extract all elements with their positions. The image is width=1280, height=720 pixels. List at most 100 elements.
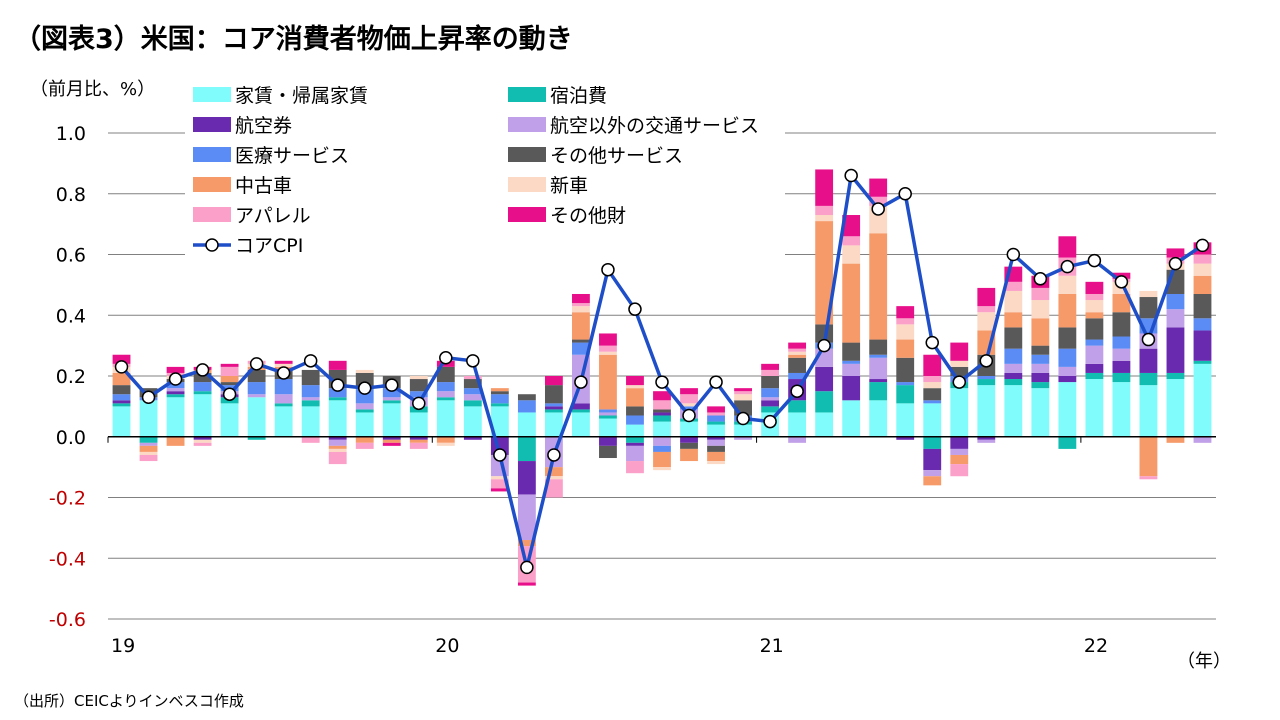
- bar-segment: [328, 451, 347, 465]
- bar-segment: [680, 436, 698, 443]
- bar-segment: [1193, 318, 1212, 331]
- bar-segment: [599, 415, 617, 419]
- bar-segment: [842, 400, 861, 437]
- bar-segment: [977, 379, 996, 386]
- bar-segment: [788, 351, 807, 355]
- bar-segment: [977, 385, 996, 437]
- core-cpi-line: [114, 168, 1210, 575]
- core-cpi-point: [357, 381, 372, 395]
- bar-segment: [572, 342, 590, 355]
- bar-segment: [707, 439, 725, 446]
- bar-segment: [301, 436, 320, 443]
- core-cpi-point: [574, 375, 588, 389]
- bar-segment: [626, 385, 644, 389]
- bar-segment: [382, 403, 401, 437]
- core-cpi-point: [385, 378, 399, 392]
- legend-background: [185, 80, 785, 262]
- bar-segment: [626, 442, 644, 446]
- bar-segment: [734, 424, 752, 437]
- bar-segment: [815, 391, 834, 413]
- bar-segment: [1112, 293, 1131, 313]
- y-tick-label: -0.2: [49, 488, 86, 510]
- bar-segment: [139, 445, 158, 452]
- bar-segment: [1004, 290, 1023, 313]
- bar-segment: [1193, 254, 1212, 264]
- bar-segment: [328, 448, 347, 452]
- bar-segment: [544, 376, 563, 386]
- bar-segment: [707, 436, 725, 440]
- y-tick-label: -0.6: [49, 609, 86, 631]
- bar-segment: [544, 406, 563, 410]
- bar-segment: [1166, 379, 1185, 437]
- bar-segment: [112, 400, 131, 404]
- bar-segment: [409, 412, 428, 437]
- legend-label: アパレル: [235, 205, 311, 227]
- bar-segment: [599, 436, 617, 446]
- bar-segment: [139, 400, 158, 437]
- bar-segment: [761, 369, 780, 376]
- bar-segment: [355, 409, 374, 413]
- bar-segment: [977, 439, 996, 443]
- bar-segment: [680, 388, 698, 395]
- bar-segment: [220, 403, 239, 437]
- bar-segment: [1193, 360, 1212, 364]
- legend-label: コアCPI: [235, 235, 303, 257]
- bar-segment: [788, 436, 807, 443]
- bar-segment: [1112, 312, 1131, 337]
- core-cpi-point: [682, 408, 696, 423]
- bar-segment: [463, 388, 482, 395]
- bar-segment: [490, 394, 509, 404]
- bar-segment: [1058, 436, 1077, 449]
- bar-segment: [490, 488, 509, 492]
- core-cpi-point: [763, 414, 777, 429]
- bar-segment: [193, 442, 212, 446]
- core-cpi-point: [1195, 238, 1210, 253]
- bar-segment: [1139, 476, 1158, 480]
- bar-segment: [761, 400, 780, 407]
- bar-segment: [599, 351, 617, 355]
- bar-segment: [193, 436, 212, 440]
- bar-segment: [680, 442, 698, 449]
- legend-label: 医療サービス: [235, 145, 349, 167]
- core-cpi-point: [330, 378, 345, 392]
- bar-segment: [247, 436, 266, 440]
- legend-label: その他サービス: [550, 145, 683, 167]
- bar-segment: [653, 436, 671, 446]
- bar-segment: [1139, 297, 1158, 319]
- bar-segment: [1058, 366, 1077, 376]
- bar-segment: [572, 403, 590, 410]
- legend-label: 航空券: [235, 115, 292, 137]
- bar-segment: [869, 354, 888, 358]
- bar-segment: [896, 324, 915, 340]
- bar-segment: [436, 442, 455, 446]
- bar-segment: [409, 376, 428, 380]
- bar-segment: [626, 376, 644, 386]
- bar-segment: [815, 205, 834, 216]
- core-cpi-point: [547, 448, 561, 462]
- bar-segment: [842, 363, 861, 376]
- bar-segment: [355, 403, 374, 410]
- bar-segment: [815, 412, 834, 437]
- bar-segment: [1085, 345, 1104, 364]
- bar-segment: [517, 540, 536, 547]
- bar-segment: [599, 333, 617, 346]
- bar-segment: [328, 360, 347, 370]
- bar-segment: [896, 339, 915, 358]
- core-cpi-point: [709, 375, 723, 389]
- bar-segment: [572, 409, 590, 413]
- bar-segment: [788, 357, 807, 373]
- bar-segment: [436, 400, 455, 437]
- bar-segment: [815, 366, 834, 392]
- core-cpi-point: [168, 372, 183, 386]
- bar-segment: [328, 397, 347, 401]
- bar-segment: [599, 418, 617, 437]
- bar-segment: [788, 354, 807, 358]
- bar-segment: [950, 366, 969, 376]
- bar-segment: [517, 400, 536, 413]
- bar-segment: [166, 436, 185, 446]
- core-cpi-point: [439, 351, 453, 365]
- bar-segment: [1004, 372, 1023, 380]
- core-cpi-point: [979, 354, 994, 368]
- bar-segment: [977, 436, 996, 440]
- bar-segment: [1004, 312, 1023, 328]
